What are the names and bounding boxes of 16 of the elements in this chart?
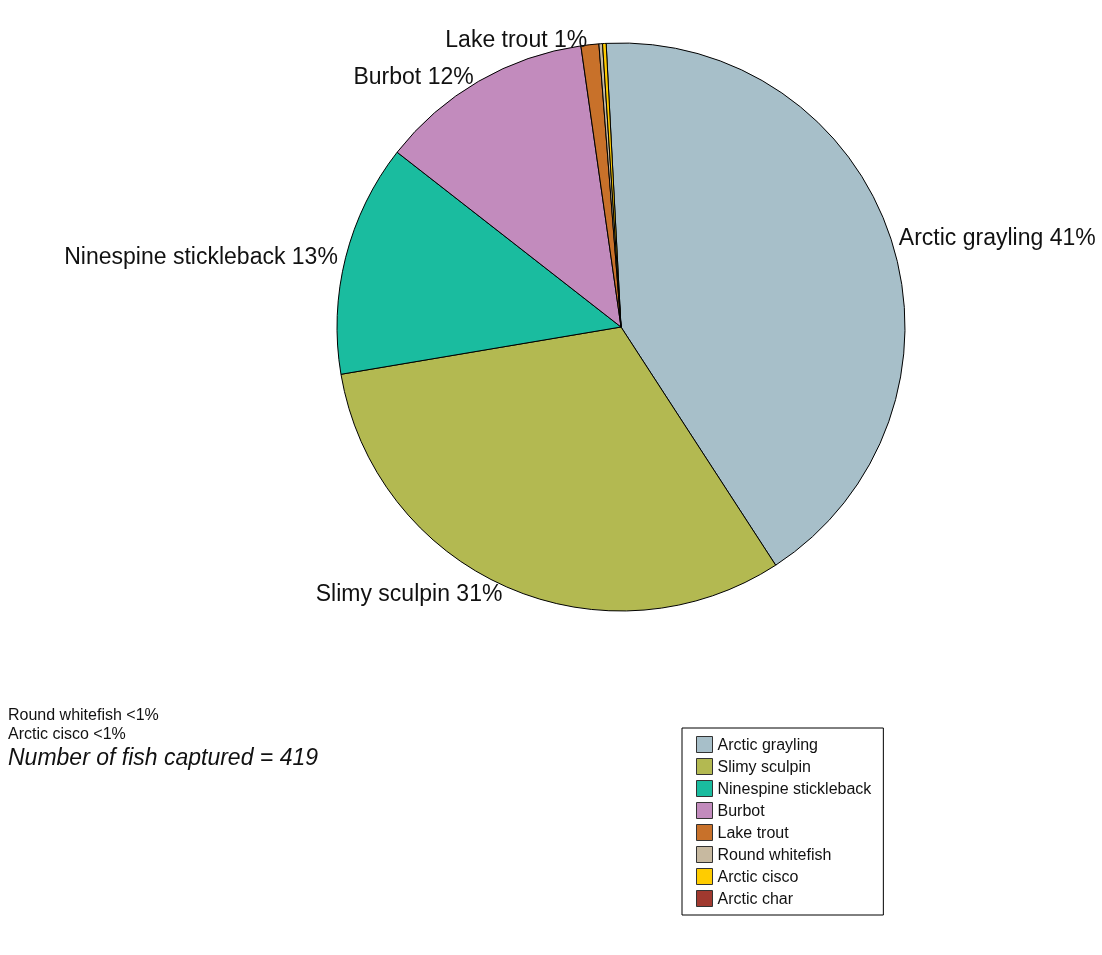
legend-label: Arctic char — [717, 890, 794, 907]
text: Round whitefish <1% — [8, 705, 159, 723]
text: Number of fish captured = 419 — [8, 743, 319, 770]
legend-label: Ninespine stickleback — [717, 780, 873, 797]
legend-label: Arctic grayling — [717, 736, 818, 753]
data-label: Lake trout 1% — [445, 25, 588, 52]
legend-label: Slimy sculpin — [717, 758, 811, 775]
legend-label: Arctic cisco — [717, 868, 799, 885]
legend-label: Burbot — [717, 802, 766, 819]
legend-label: Round whitefish — [717, 846, 832, 863]
data-label: Ninespine stickleback 13% — [64, 242, 338, 269]
text: Arctic cisco <1% — [8, 724, 126, 742]
data-label: Slimy sculpin 31% — [315, 579, 503, 606]
data-label: Arctic grayling 41% — [898, 224, 1096, 251]
data-label: Burbot 12% — [353, 63, 474, 90]
legend-label: Lake trout — [717, 824, 790, 841]
